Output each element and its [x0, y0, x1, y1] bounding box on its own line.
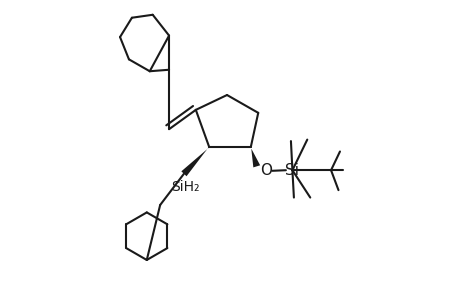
Text: Si: Si [285, 163, 299, 178]
Text: SiH₂: SiH₂ [171, 180, 199, 194]
Polygon shape [250, 147, 260, 167]
Polygon shape [181, 147, 209, 176]
Text: O: O [259, 163, 271, 178]
